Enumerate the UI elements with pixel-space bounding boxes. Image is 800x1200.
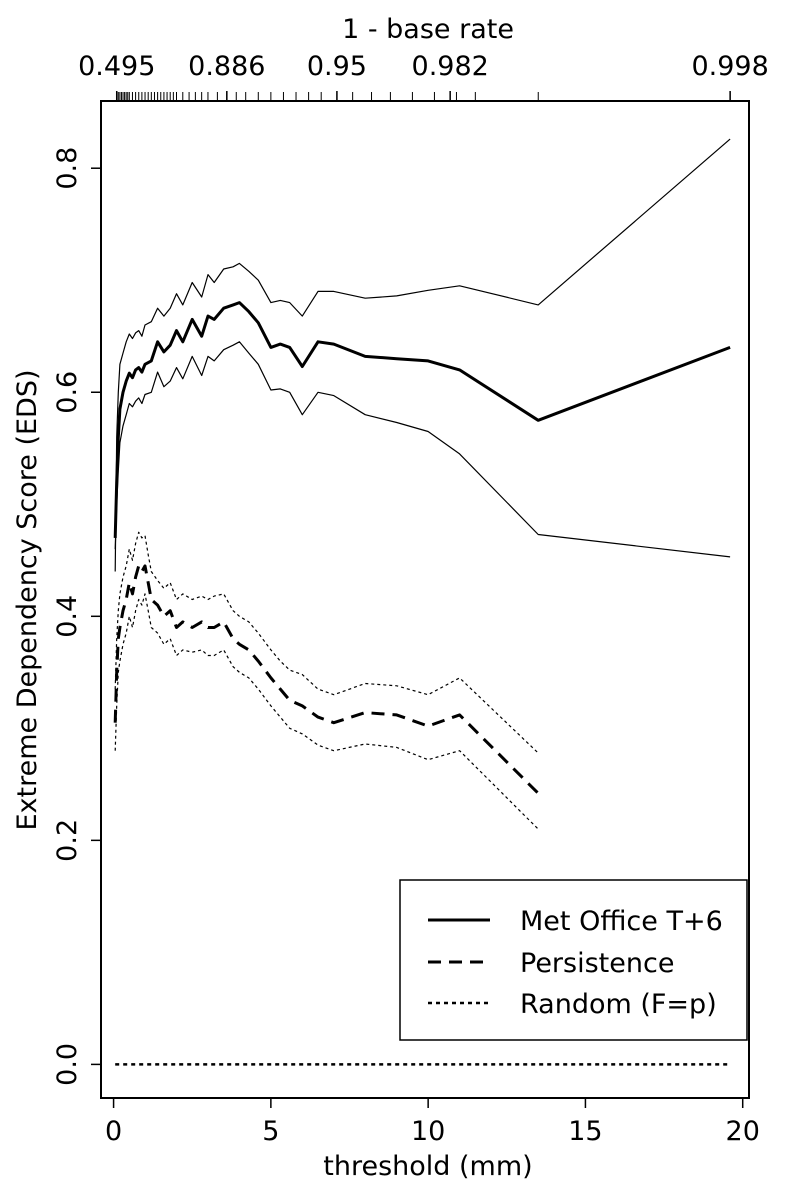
series-line-persistence-upper-bound <box>114 531 539 754</box>
x-tick-label: 15 <box>568 1116 602 1147</box>
x-tick-label: 0 <box>105 1116 122 1147</box>
top-axis: 0.495 0.886 0.95 0.982 0.998 <box>78 51 769 101</box>
x-tick-label: 10 <box>411 1116 445 1147</box>
legend-label-random: Random (F=p) <box>520 989 717 1020</box>
bottom-axis: 0 5 10 15 20 <box>105 1098 760 1147</box>
x-tick-label: 5 <box>262 1116 279 1147</box>
y-tick-label: 0.8 <box>52 147 83 190</box>
top-tick-label: 0.495 <box>78 51 155 82</box>
series-layer <box>113 138 731 1066</box>
left-axis: 0.0 0.2 0.4 0.6 0.8 <box>52 147 101 1086</box>
legend-label-persistence: Persistence <box>520 948 674 979</box>
legend: Met Office T+6 Persistence Random (F=p) <box>399 879 748 1041</box>
y-tick-label: 0.4 <box>52 595 83 638</box>
series-line-met-office-t-6 <box>113 301 731 538</box>
series-line-persistence <box>113 564 540 795</box>
y-tick-label: 0.2 <box>52 819 83 862</box>
y-axis-title: Extreme Dependency Score (EDS) <box>12 369 43 830</box>
y-tick-label: 0.0 <box>52 1043 83 1086</box>
top-tick-label: 0.982 <box>412 51 489 82</box>
top-axis-title: 1 - base rate <box>342 14 514 45</box>
y-tick-label: 0.6 <box>52 371 83 414</box>
top-tick-label: 0.886 <box>188 51 265 82</box>
series-line-met-office-t-6-lower-bound <box>114 341 731 558</box>
top-tick-label: 0.998 <box>691 51 768 82</box>
legend-box <box>399 879 748 1041</box>
plot-frame <box>100 100 750 1099</box>
series-line-persistence-lower-bound <box>114 593 539 830</box>
x-axis-title: threshold (mm) <box>323 1151 532 1182</box>
x-tick-label: 20 <box>726 1116 760 1147</box>
top-tick-label: 0.95 <box>307 51 367 82</box>
legend-label-met-office: Met Office T+6 <box>520 906 723 937</box>
series-line-met-office-t-6-upper-bound <box>114 138 731 572</box>
